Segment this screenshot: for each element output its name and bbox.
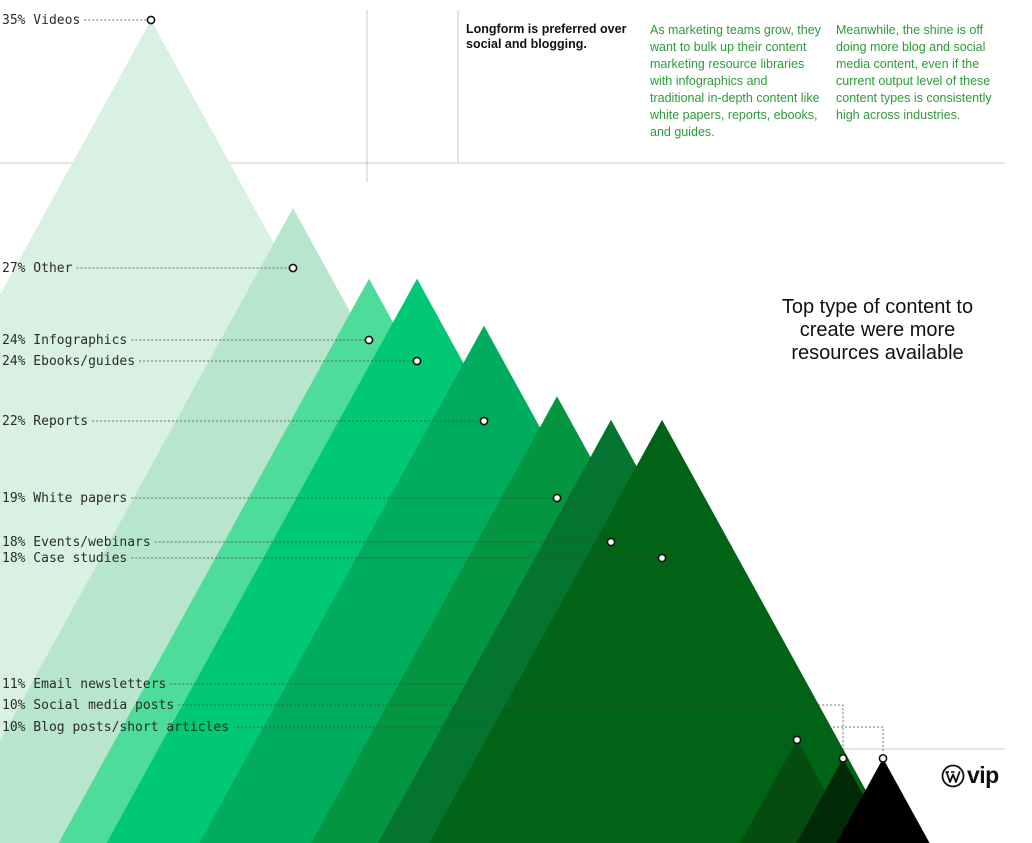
leader-blog-posts-short-articles xyxy=(232,726,884,753)
label-white-papers: 19% White papers xyxy=(2,491,127,506)
paragraph-2: Meanwhile, the shine is off doing more b… xyxy=(836,23,992,122)
label-ebooks-guides: 24% Ebooks/guides xyxy=(2,354,135,369)
chart-title: Top type of content to create were more … xyxy=(781,296,974,364)
label-infographics: 24% Infographics xyxy=(2,333,127,348)
leader-social-media-posts xyxy=(178,704,844,753)
label-social-media-posts: 10% Social media posts xyxy=(2,698,174,713)
marker-blog-posts-short-articles xyxy=(878,753,888,763)
marker-white-papers xyxy=(552,493,562,503)
marker-social-media-posts xyxy=(838,753,848,763)
peak-case-studies xyxy=(429,419,895,843)
label-reports: 22% Reports xyxy=(2,414,88,429)
marker-videos xyxy=(146,15,156,25)
marker-email-newsletters xyxy=(792,735,802,745)
marker-ebooks-guides xyxy=(412,356,422,366)
label-other: 27% Other xyxy=(2,261,73,276)
label-case-studies: 18% Case studies xyxy=(2,551,127,566)
paragraph-1: As marketing teams grow, they want to bu… xyxy=(650,23,821,139)
peaks xyxy=(0,20,930,843)
headline: Longform is preferred over social and bl… xyxy=(466,22,627,51)
leader-lines xyxy=(76,15,888,763)
wpvip-logo: vip xyxy=(941,762,999,789)
marker-reports xyxy=(479,416,489,426)
label-videos: 35% Videos xyxy=(2,13,80,28)
label-blog-posts-short-articles: 10% Blog posts/short articles xyxy=(2,720,229,735)
logo-text: vip xyxy=(967,762,999,788)
marker-case-studies xyxy=(657,553,667,563)
marker-events-webinars xyxy=(606,537,616,547)
category-labels: 35% Videos 27% Other 24% Infographics 24% E… xyxy=(2,13,229,735)
marker-infographics xyxy=(364,335,374,345)
peak-blog-posts-short-articles xyxy=(836,758,930,843)
label-events-webinars: 18% Events/webinars xyxy=(2,535,151,550)
leader-email-newsletters xyxy=(170,683,798,734)
marker-other xyxy=(288,263,298,273)
label-email-newsletters: 11% Email newsletters xyxy=(2,677,166,692)
wordpress-icon xyxy=(941,764,965,787)
